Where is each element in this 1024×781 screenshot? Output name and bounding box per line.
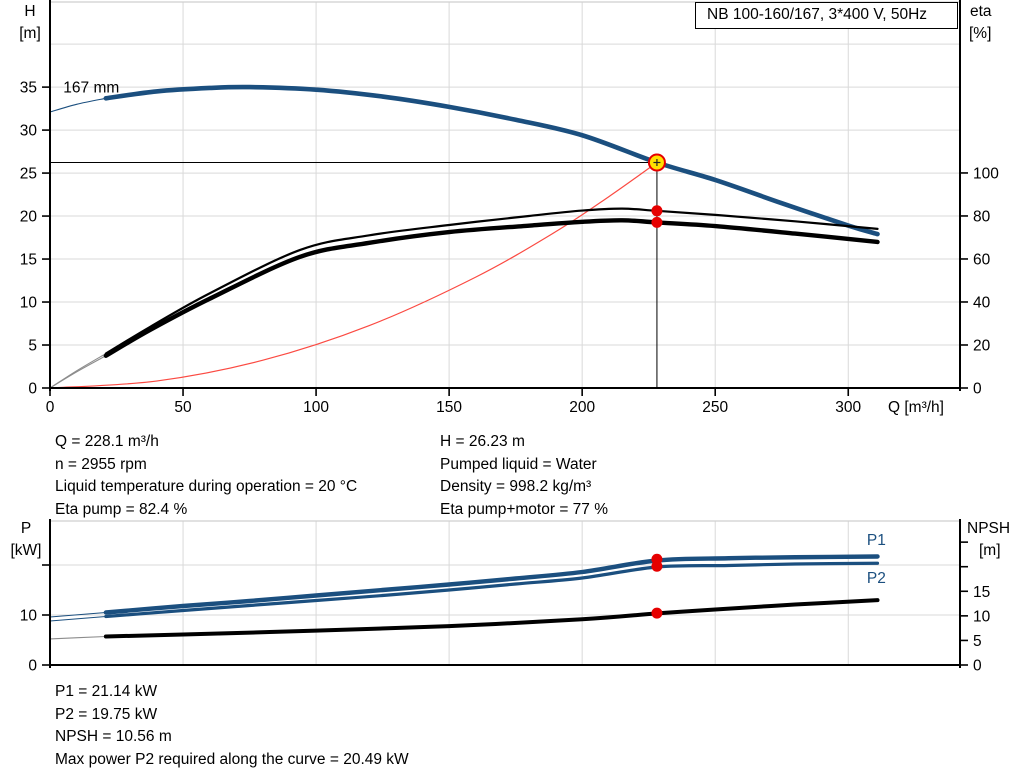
info-line-eta-pump-motor: Eta pump+motor = 77 %: [440, 500, 609, 518]
eta-pump-curve: [104, 207, 879, 355]
p1-curve: [103, 554, 880, 615]
p2-curve: [104, 561, 880, 619]
p2-curve-lead: [49, 615, 107, 622]
npsh-curve-lead: [49, 635, 107, 640]
y-right-axis-title: eta: [970, 3, 992, 20]
y-left-tick-label: 10: [20, 608, 38, 625]
y-right-tick-label: 15: [973, 584, 990, 601]
pump-curve-167mm[interactable]: [103, 84, 880, 237]
npsh-curve: [103, 598, 880, 639]
y-right-tick-label: 40: [973, 294, 991, 311]
info-line-density: Density = 998.2 kg/m³: [440, 478, 592, 495]
y-left-tick-label: 25: [20, 166, 37, 183]
eta-pump-motor-point: [651, 216, 663, 228]
info-line-eta-pump: Eta pump = 82.4 %: [55, 500, 188, 518]
system-curve: [49, 161, 658, 389]
p1-curve-label: P1: [867, 532, 886, 549]
y-right-axis-title: NPSH: [967, 520, 1010, 537]
y-left-axis-title: [m]: [19, 25, 41, 42]
duty-info-right: H = 26.23 m Pumped liquid = Water Densit…: [440, 431, 608, 521]
info-line-q: Q = 228.1 m³/h: [55, 433, 159, 450]
info-line-p1: P1 = 21.14 kW: [55, 683, 158, 700]
x-tick-label: 150: [436, 399, 462, 416]
y-right-tick-label: 20: [973, 337, 991, 354]
x-axis-title: Q [m³/h]: [888, 399, 944, 416]
y-right-tick-label: 5: [973, 633, 982, 650]
info-line-npsh: NPSH = 10.56 m: [55, 728, 172, 745]
y-right-axis-title: [m]: [979, 542, 1001, 559]
y-right-tick-label: 80: [973, 208, 991, 225]
npsh-point: [651, 607, 663, 619]
x-tick-label: 0: [46, 399, 55, 416]
pump-curve-167mm-lead: [49, 97, 107, 113]
y-left-tick-label: 30: [20, 123, 38, 140]
y-left-tick-label: 0: [28, 658, 37, 675]
y-left-tick-label: 35: [20, 80, 37, 97]
eta-pump-motor-curve-lead: [49, 355, 107, 389]
y-left-axis-title: P: [21, 520, 31, 537]
power-info-block: P1 = 21.14 kW P2 = 19.75 kW NPSH = 10.56…: [55, 681, 409, 771]
y-left-tick-label: 0: [28, 381, 37, 398]
eta-pump-motor-curve: [103, 218, 880, 358]
y-right-tick-label: 100: [973, 165, 999, 182]
y-left-tick-label: 10: [20, 295, 38, 312]
info-line-pumped-liquid: Pumped liquid = Water: [440, 455, 597, 473]
pump-title: NB 100-160/167, 3*400 V, 50Hz: [707, 6, 928, 23]
eta-pump-point: [651, 205, 663, 217]
info-line-liquid-temp: Liquid temperature during operation = 20…: [55, 478, 358, 495]
duty-info-left: Q = 228.1 m³/h n = 2955 rpm Liquid tempe…: [55, 431, 357, 521]
p2-point: [651, 560, 663, 572]
power-npsh-chart: 0 10 0 5 10 15 P [kW] NPSH [m] P1 P2: [11, 519, 1010, 675]
impeller-size-label: 167 mm: [63, 79, 119, 96]
y-left-axis-title: H: [24, 3, 35, 20]
y-left-axis-title: [kW]: [11, 542, 42, 559]
y-right-tick-label: 10: [973, 608, 991, 625]
x-tick-label: 50: [174, 399, 192, 416]
info-line-max-power: Max power P2 required along the curve = …: [55, 750, 409, 768]
qh-eta-chart: 0 5 10 15 20 25 30 35 0 20 40 60 80 100 0 50 100 150 200 25…: [19, 0, 999, 416]
y-right-axis-title: [%]: [969, 25, 991, 42]
y-right-tick-label: 0: [973, 658, 982, 675]
pump-title-box: NB 100-160/167, 3*400 V, 50Hz: [695, 2, 958, 29]
x-tick-label: 250: [702, 399, 728, 416]
y-left-tick-label: 5: [28, 338, 37, 355]
x-tick-label: 100: [303, 399, 329, 416]
info-line-p2: P2 = 19.75 kW: [55, 705, 158, 723]
y-right-tick-label: 0: [973, 381, 982, 398]
y-right-tick-label: 60: [973, 251, 991, 268]
p1-curve-lead: [49, 611, 107, 618]
p2-curve-label: P2: [867, 570, 886, 587]
y-left-tick-label: 15: [20, 252, 37, 269]
x-tick-label: 200: [569, 399, 595, 416]
y-left-tick-label: 20: [20, 209, 38, 226]
info-line-head: H = 26.23 m: [440, 433, 525, 450]
x-tick-label: 300: [835, 399, 861, 416]
info-line-speed: n = 2955 rpm: [55, 455, 147, 473]
